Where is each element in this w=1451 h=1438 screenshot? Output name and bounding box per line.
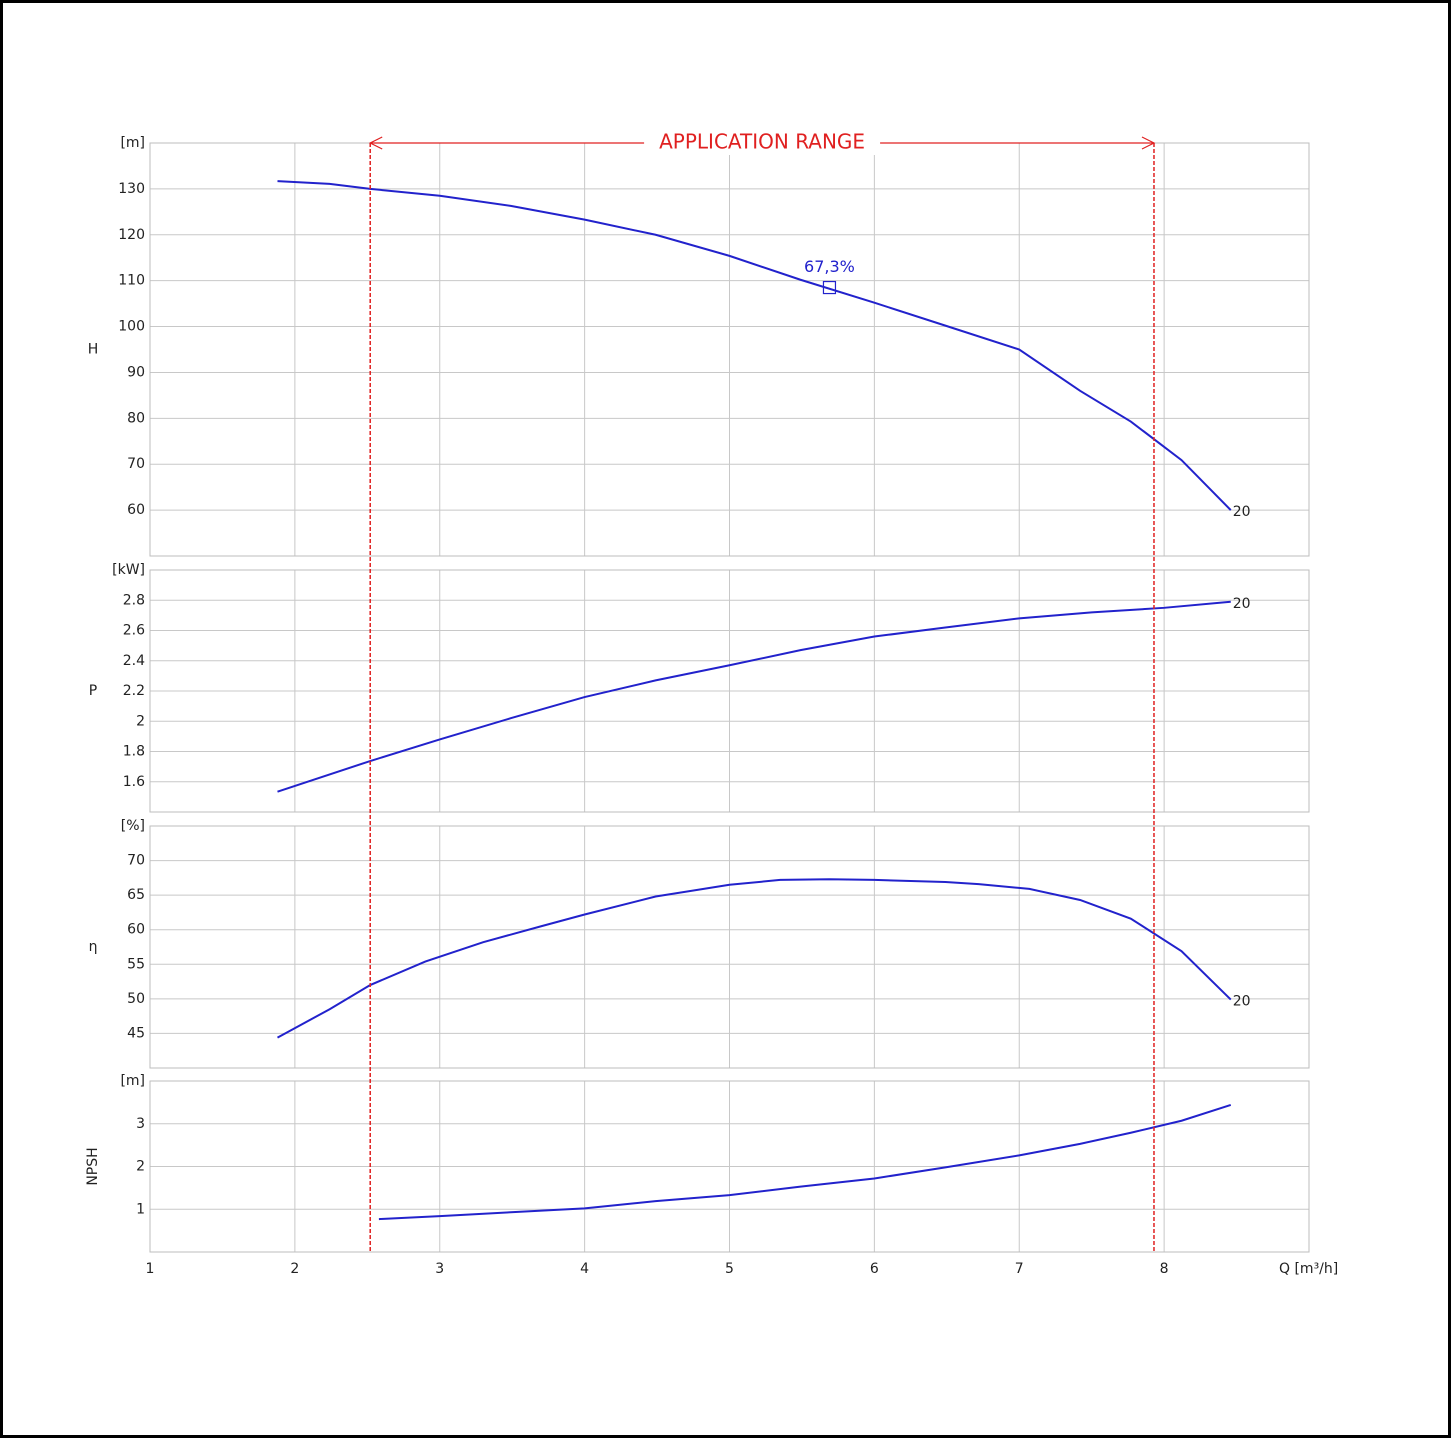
y-tick-label: 2.4 <box>123 653 145 669</box>
operating-point-label: 67,3% <box>804 257 855 276</box>
y-tick-label: 55 <box>127 956 145 972</box>
y-axis-label: P <box>89 683 97 699</box>
y-tick-label: 80 <box>127 410 145 426</box>
y-unit: [%] <box>121 818 145 834</box>
arrow-head <box>1141 136 1156 150</box>
y-axis-label: η <box>89 939 98 955</box>
plot-frame <box>149 1080 1310 1253</box>
range-label-bg <box>644 131 881 155</box>
curve-label: 20 <box>1233 994 1251 1010</box>
x-tick-label: 7 <box>1015 1261 1024 1277</box>
curve <box>277 878 1232 1039</box>
y-axis-label: NPSH <box>85 1147 101 1185</box>
y-tick-label: 1.8 <box>123 744 145 760</box>
y-tick-label: 3 <box>136 1116 145 1132</box>
curve <box>277 180 1232 511</box>
y-tick-label: 90 <box>127 364 145 380</box>
curve-label: 20 <box>1233 596 1251 612</box>
y-tick-label: 60 <box>127 502 145 518</box>
y-tick-label: 100 <box>118 319 145 335</box>
plot-frame <box>149 825 1310 1069</box>
y-tick-label: 2.8 <box>123 592 145 608</box>
y-tick-label: 130 <box>118 181 145 197</box>
y-tick-label: 70 <box>127 456 145 472</box>
y-unit: [kW] <box>112 562 145 578</box>
operating-point <box>822 280 837 295</box>
y-tick-label: 70 <box>127 853 145 869</box>
arrow-head <box>368 136 383 150</box>
y-tick-label: 2.2 <box>123 683 145 699</box>
x-tick-label: 5 <box>725 1261 734 1277</box>
x-tick-label: 4 <box>580 1261 589 1277</box>
x-tick-label: 6 <box>870 1261 879 1277</box>
y-tick-label: 2 <box>136 713 145 729</box>
y-tick-label: 110 <box>118 273 145 289</box>
y-tick-label: 1 <box>136 1201 145 1217</box>
range-label: APPLICATION RANGE <box>659 130 865 154</box>
x-axis-label: Q [m³/h] <box>1279 1261 1338 1277</box>
y-tick-label: 120 <box>118 227 145 243</box>
y-axis-label: H <box>88 342 99 358</box>
y-tick-label: 60 <box>127 922 145 938</box>
x-tick-label: 8 <box>1160 1261 1169 1277</box>
plot-frame <box>149 569 1310 813</box>
y-tick-label: 65 <box>127 887 145 903</box>
y-tick-label: 1.6 <box>123 774 145 790</box>
y-unit: [m] <box>120 135 145 151</box>
y-tick-label: 2 <box>136 1159 145 1175</box>
x-tick-label: 2 <box>290 1261 299 1277</box>
y-tick-label: 2.6 <box>123 623 145 639</box>
x-tick-label: 1 <box>146 1261 155 1277</box>
y-unit: [m] <box>120 1073 145 1089</box>
curve <box>378 1103 1232 1221</box>
x-tick-label: 3 <box>435 1261 444 1277</box>
y-tick-label: 45 <box>127 1025 145 1041</box>
curve-label: 20 <box>1233 504 1251 520</box>
y-tick-label: 50 <box>127 991 145 1007</box>
curve <box>277 600 1231 793</box>
